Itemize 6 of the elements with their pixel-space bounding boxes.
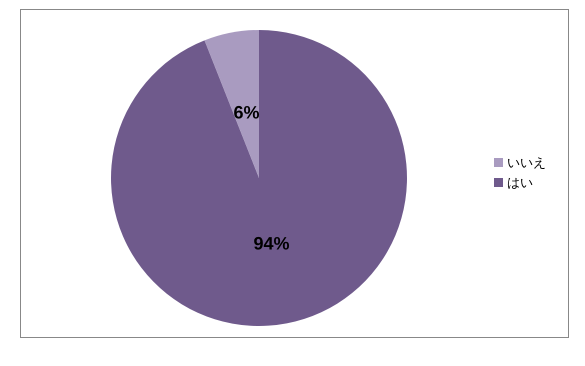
legend-label: はい [507,176,533,190]
data-label: 6% [234,102,260,123]
legend-label: いいえ [507,156,546,170]
pie-slice [204,30,259,178]
data-label: 94% [253,233,290,254]
pie-slice [111,30,407,326]
